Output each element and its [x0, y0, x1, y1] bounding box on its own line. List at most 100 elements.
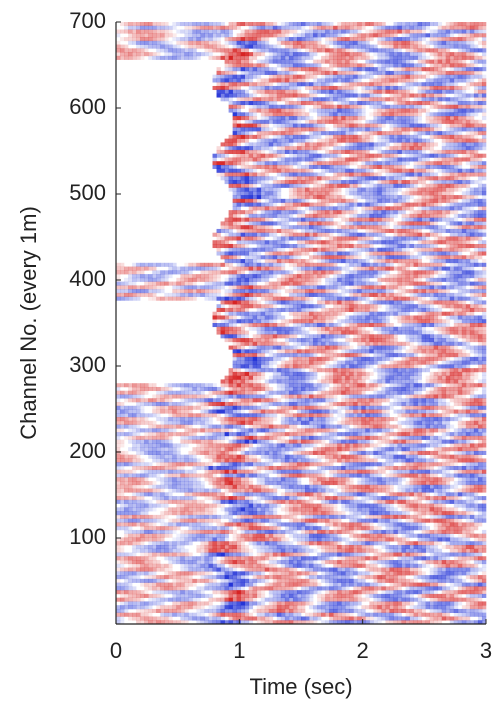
texture-cell — [394, 45, 398, 49]
texture-cell — [293, 285, 297, 289]
texture-cell — [341, 48, 345, 52]
texture-cell — [398, 37, 402, 41]
texture-cell — [458, 142, 462, 146]
texture-cell — [478, 97, 482, 101]
texture-cell — [269, 267, 273, 271]
texture-cell — [470, 120, 474, 124]
texture-cell — [365, 93, 369, 97]
texture-cell — [454, 221, 458, 225]
texture-cell — [144, 285, 148, 289]
texture-cell — [281, 30, 285, 34]
texture-cell — [237, 112, 241, 116]
texture-cell — [333, 116, 337, 120]
texture-cell — [265, 210, 269, 214]
texture-cell — [321, 127, 325, 131]
texture-cell — [365, 267, 369, 271]
texture-cell — [398, 199, 402, 203]
texture-cell — [361, 214, 365, 218]
texture-cell — [293, 244, 297, 248]
texture-cell — [466, 22, 470, 26]
texture-cell — [470, 52, 474, 56]
texture-cell — [209, 285, 213, 289]
texture-cell — [341, 240, 345, 244]
texture-cell — [349, 203, 353, 207]
texture-cell — [241, 82, 245, 86]
texture-cell — [245, 240, 249, 244]
texture-cell — [309, 270, 313, 274]
texture-cell — [410, 270, 414, 274]
texture-cell — [265, 56, 269, 60]
texture-cell — [309, 75, 313, 79]
texture-cell — [345, 48, 349, 52]
texture-cell — [398, 26, 402, 30]
texture-cell — [325, 255, 329, 259]
texture-cell — [377, 60, 381, 64]
texture-cell — [470, 169, 474, 173]
texture-cell — [337, 101, 341, 105]
texture-cell — [345, 56, 349, 60]
texture-cell — [309, 37, 313, 41]
texture-cell — [482, 285, 486, 289]
texture-cell — [301, 78, 305, 82]
texture-cell — [265, 184, 269, 188]
texture-cell — [474, 191, 478, 195]
texture-cell — [317, 259, 321, 263]
texture-cell — [253, 263, 257, 267]
texture-cell — [309, 86, 313, 90]
texture-cell — [200, 22, 204, 26]
texture-cell — [285, 45, 289, 49]
texture-cell — [357, 293, 361, 297]
texture-cell — [345, 124, 349, 128]
texture-cell — [337, 63, 341, 67]
texture-cell — [269, 120, 273, 124]
texture-cell — [385, 63, 389, 67]
texture-cell — [349, 161, 353, 165]
texture-cell — [245, 82, 249, 86]
texture-cell — [345, 30, 349, 34]
texture-cell — [438, 184, 442, 188]
texture-cell — [237, 206, 241, 210]
texture-cell — [301, 221, 305, 225]
texture-cell — [245, 45, 249, 49]
texture-cell — [116, 33, 120, 37]
texture-cell — [482, 60, 486, 64]
texture-cell — [385, 165, 389, 169]
texture-cell — [265, 67, 269, 71]
texture-cell — [394, 150, 398, 154]
texture-cell — [410, 71, 414, 75]
texture-cell — [217, 86, 221, 90]
texture-cell — [446, 191, 450, 195]
texture-cell — [305, 146, 309, 150]
texture-cell — [309, 48, 313, 52]
texture-cell — [329, 131, 333, 135]
texture-cell — [313, 48, 317, 52]
texture-cell — [398, 60, 402, 64]
texture-cell — [462, 267, 466, 271]
texture-cell — [341, 105, 345, 109]
texture-cell — [337, 67, 341, 71]
texture-cell — [337, 165, 341, 169]
texture-cell — [454, 93, 458, 97]
texture-cell — [293, 203, 297, 207]
texture-cell — [257, 63, 261, 67]
texture-cell — [301, 33, 305, 37]
texture-cell — [217, 150, 221, 154]
texture-cell — [369, 169, 373, 173]
texture-cell — [398, 116, 402, 120]
texture-cell — [192, 41, 196, 45]
texture-cell — [430, 184, 434, 188]
texture-cell — [410, 214, 414, 218]
texture-cell — [249, 297, 253, 301]
texture-cell — [470, 30, 474, 34]
texture-cell — [389, 255, 393, 259]
texture-cell — [454, 112, 458, 116]
texture-cell — [225, 37, 229, 41]
texture-cell — [426, 127, 430, 131]
texture-cell — [422, 154, 426, 158]
texture-cell — [422, 60, 426, 64]
texture-cell — [406, 248, 410, 252]
texture-cell — [438, 225, 442, 229]
texture-cell — [454, 135, 458, 139]
texture-cell — [426, 139, 430, 143]
texture-cell — [381, 203, 385, 207]
